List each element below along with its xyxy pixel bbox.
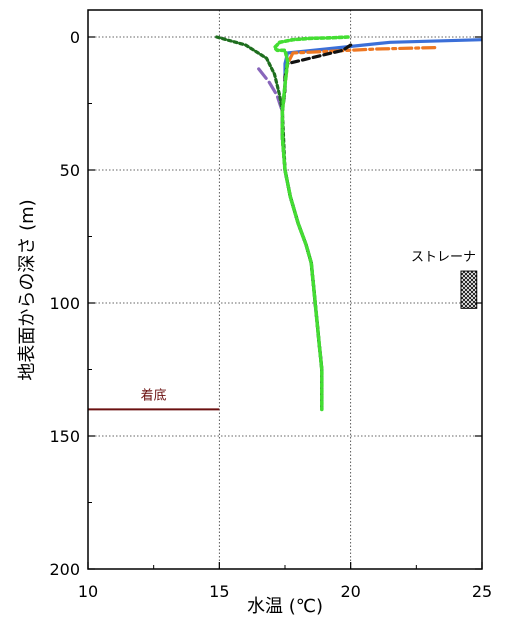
strainer-label: ストレーナ xyxy=(411,250,476,265)
x-tick-label: 25 xyxy=(472,582,492,601)
series-line-2 xyxy=(280,45,437,411)
x-axis-ticks: 10 15 20 25 xyxy=(78,562,492,601)
bottom-depth-label: 着底 xyxy=(141,387,167,403)
y-tick-label: 200 xyxy=(49,560,80,579)
y-tick-label: 50 xyxy=(60,161,80,180)
annotations: 着底 ストレーナ xyxy=(88,250,478,411)
x-tick-label: 10 xyxy=(78,582,98,601)
y-axis-ticks: 0 50 100 150 200 xyxy=(49,28,482,579)
series-line-3 xyxy=(280,43,353,411)
strainer-block xyxy=(460,270,478,309)
y-axis-label: 地表面からの深さ (m) xyxy=(17,199,38,380)
x-tick-label: 20 xyxy=(340,582,360,601)
series-line-6 xyxy=(272,35,350,412)
series-layer xyxy=(215,35,482,412)
y-tick-label: 150 xyxy=(49,427,80,446)
series-line-1 xyxy=(280,38,482,411)
series-line-4 xyxy=(257,67,324,411)
x-tick-label: 15 xyxy=(209,582,229,601)
series-line-5 xyxy=(215,35,324,411)
y-tick-label: 100 xyxy=(49,294,80,313)
x-axis-label: 水温 (℃) xyxy=(247,596,323,617)
y-tick-label: 0 xyxy=(70,28,80,47)
